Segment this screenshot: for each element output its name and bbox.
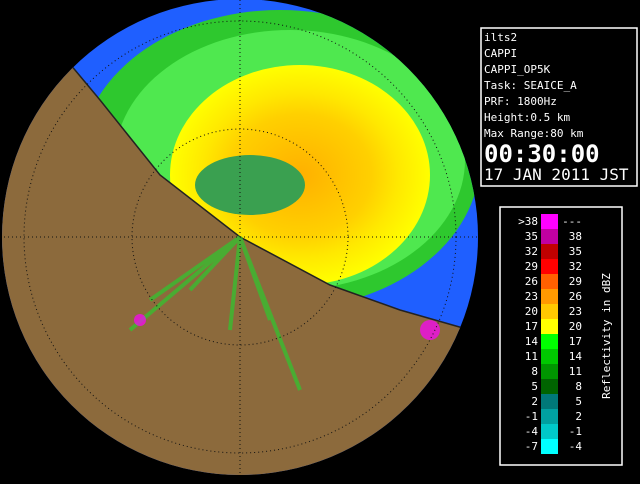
info-line: PRF: 1800Hz <box>484 95 557 108</box>
info-line: ilts2 <box>484 31 517 44</box>
legend-swatch <box>541 304 558 319</box>
legend-low: 17 <box>525 320 538 333</box>
legend-high: 23 <box>569 305 582 318</box>
info-panel: ilts2 CAPPI CAPPI_OP5K Task: SEAICE_A PRF: 1… <box>480 27 638 187</box>
legend-swatch <box>541 349 558 364</box>
legend-title: Reflectivity in dBZ <box>600 273 613 399</box>
legend-swatch <box>541 319 558 334</box>
legend-swatch <box>541 364 558 379</box>
info-line: CAPPI <box>484 47 517 60</box>
legend-low: 35 <box>525 230 538 243</box>
legend-low: 8 <box>531 365 538 378</box>
legend-high: 14 <box>569 350 583 363</box>
legend-swatch <box>541 409 558 424</box>
legend-swatch <box>541 424 558 439</box>
legend-low: 14 <box>525 335 539 348</box>
legend-low: 29 <box>525 260 538 273</box>
legend-low: 20 <box>525 305 538 318</box>
legend-swatch <box>541 259 558 274</box>
legend-swatch <box>541 244 558 259</box>
legend-swatch <box>541 214 558 229</box>
legend-swatch <box>541 379 558 394</box>
echo-cell <box>134 314 146 326</box>
legend-high: 32 <box>569 260 582 273</box>
info-line: CAPPI_OP5K <box>484 63 551 76</box>
legend-low: 23 <box>525 290 538 303</box>
legend-low: 26 <box>525 275 538 288</box>
echo-hole <box>195 155 305 215</box>
legend-low: 32 <box>525 245 538 258</box>
legend-high: 38 <box>569 230 582 243</box>
time: 00:30:00 <box>484 140 600 168</box>
legend-swatch <box>541 334 558 349</box>
legend-swatch <box>541 229 558 244</box>
echo-cell <box>420 320 440 340</box>
range-rings <box>2 0 478 475</box>
legend-high: 20 <box>569 320 582 333</box>
echo-streaks <box>128 235 302 391</box>
legend-high: 26 <box>569 290 582 303</box>
legend-high: 2 <box>575 410 582 423</box>
legend-high: 17 <box>569 335 582 348</box>
legend-swatch <box>541 439 558 454</box>
legend-high: -1 <box>569 425 582 438</box>
legend-low: >38 <box>518 215 538 228</box>
info-line: Task: SEAICE_A <box>484 79 577 92</box>
legend-high: --- <box>562 215 582 228</box>
legend-low: 5 <box>531 380 538 393</box>
legend-high: 8 <box>575 380 582 393</box>
legend-high: 5 <box>575 395 582 408</box>
date: 17 JAN 2011 JST <box>484 165 629 184</box>
legend-swatch <box>541 289 558 304</box>
legend-high: -4 <box>569 440 583 453</box>
legend-low: 11 <box>525 350 538 363</box>
legend-low: 2 <box>531 395 538 408</box>
legend-high: 29 <box>569 275 582 288</box>
legend-high: 11 <box>569 365 582 378</box>
legend: >38 --- 35 38 32 35 29 32 26 29 23 26 20 23 17 20 14 17 11… <box>499 206 623 466</box>
legend-swatch <box>541 274 558 289</box>
info-line: Max Range:80 km <box>484 127 584 140</box>
info-line: Height:0.5 km <box>484 111 570 124</box>
legend-low: -7 <box>525 440 538 453</box>
radar-scope <box>2 0 478 475</box>
legend-low: -1 <box>525 410 538 423</box>
legend-high: 35 <box>569 245 582 258</box>
legend-swatch <box>541 394 558 409</box>
legend-low: -4 <box>525 425 539 438</box>
